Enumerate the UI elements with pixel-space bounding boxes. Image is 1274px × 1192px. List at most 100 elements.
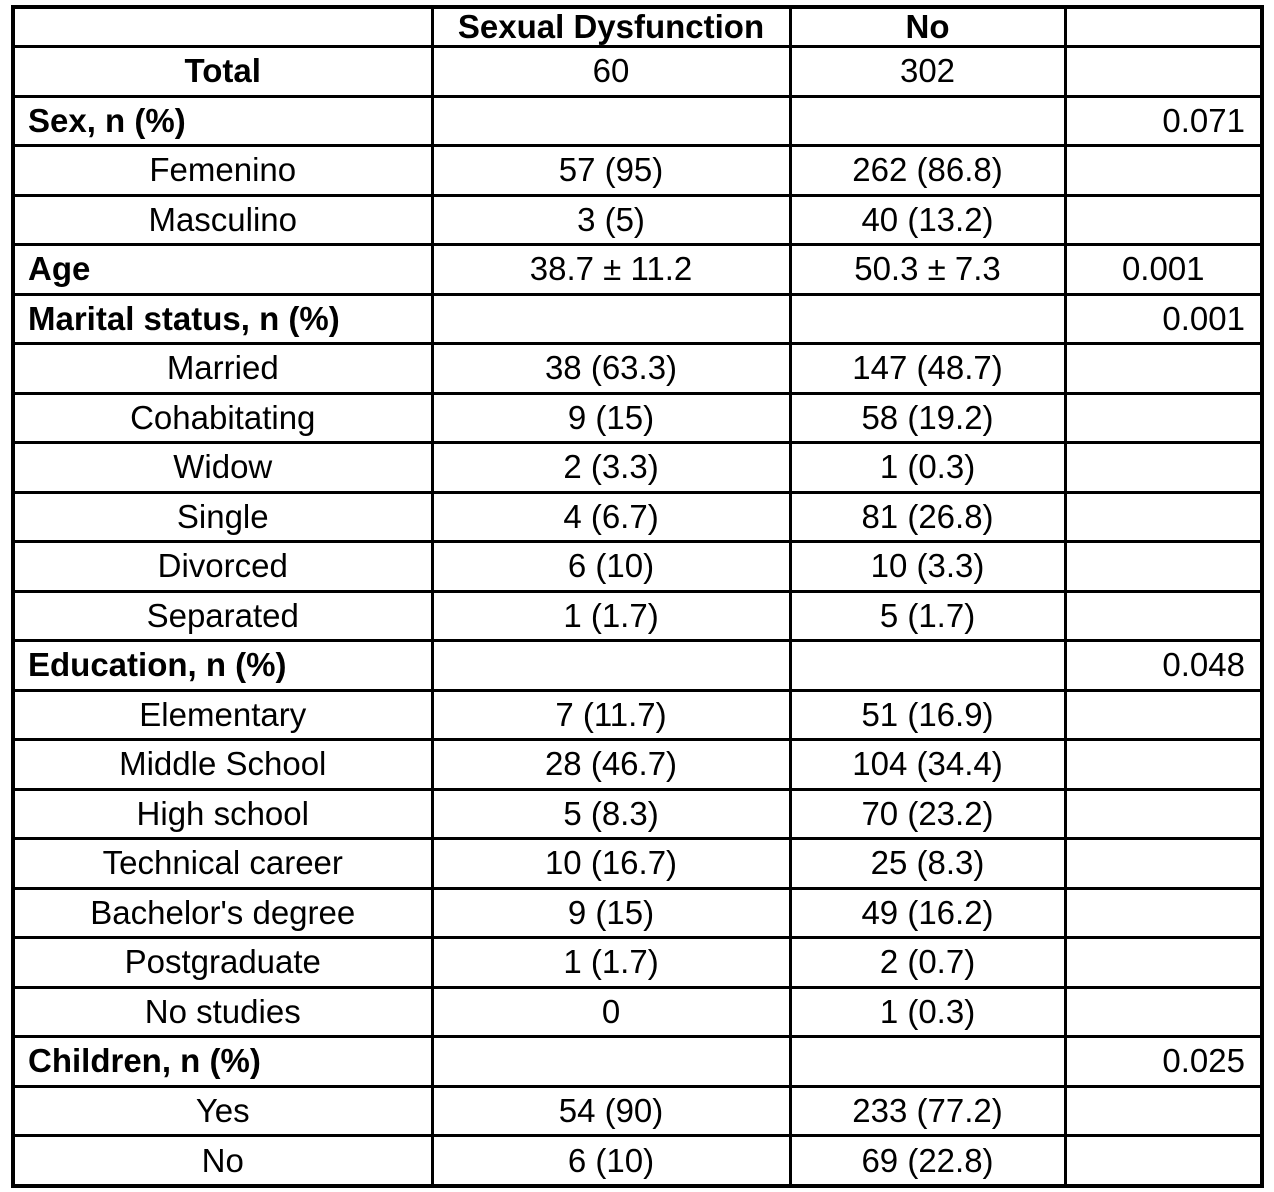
- row-label-cell: Age: [11, 243, 434, 296]
- no-group-cell: 40 (13.2): [788, 193, 1067, 247]
- row-label-cell: No studies: [11, 985, 434, 1039]
- pvalue-cell: [1063, 540, 1264, 593]
- table-row-single: Single 4 (6.7) 81 (26.8): [11, 490, 1264, 544]
- pvalue-cell: [1063, 45, 1264, 98]
- sexual-dysfunction-cell: [430, 94, 792, 148]
- pvalue-cell: [1063, 1134, 1264, 1188]
- pvalue-cell: [1063, 144, 1264, 197]
- row-label-cell: Cohabitating: [11, 391, 434, 445]
- table-row-yes: Yes 54 (90) 233 (77.2): [11, 1084, 1264, 1138]
- row-label-cell: Bachelor's degree: [11, 886, 434, 940]
- pvalue-cell: [1063, 985, 1264, 1039]
- no-group-cell: 104 (34.4): [788, 738, 1067, 791]
- no-group-cell: 51 (16.9): [788, 688, 1067, 742]
- pvalue-cell: [1063, 688, 1264, 742]
- pvalue-cell: 0.001: [1063, 292, 1264, 346]
- pvalue-cell: [1063, 738, 1264, 791]
- sexual-dysfunction-cell: 57 (95): [430, 144, 792, 197]
- sexual-dysfunction-cell: 9 (15): [430, 886, 792, 940]
- no-group-cell: [788, 292, 1067, 346]
- sexual-dysfunction-cell: 10 (16.7): [430, 837, 792, 890]
- pvalue-cell: [1063, 1084, 1264, 1138]
- sexual-dysfunction-cell: [430, 292, 792, 346]
- table-row-total: Total 60 302: [11, 45, 1264, 98]
- sexual-dysfunction-cell: 54 (90): [430, 1084, 792, 1138]
- table-row-children-n: Children, n (%) 0.025: [11, 1035, 1264, 1088]
- header-row: Sexual Dysfunction No: [11, 5, 1264, 49]
- pvalue-cell: [1063, 441, 1264, 494]
- no-group-cell: 58 (19.2): [788, 391, 1067, 445]
- sexual-dysfunction-cell: 0: [430, 985, 792, 1039]
- no-group-cell: 10 (3.3): [788, 540, 1067, 593]
- table-row-education-n: Education, n (%) 0.048: [11, 639, 1264, 692]
- pvalue-cell: [1063, 886, 1264, 940]
- pvalue-cell: [1063, 787, 1264, 841]
- no-group-cell: 1 (0.3): [788, 441, 1067, 494]
- row-label-cell: Divorced: [11, 540, 434, 593]
- sexual-dysfunction-cell: 1 (1.7): [430, 936, 792, 989]
- demographics-table: Sexual Dysfunction No Total 60 302 Sex, …: [11, 5, 1264, 1188]
- sexual-dysfunction-cell: 60: [430, 45, 792, 98]
- no-group-cell: 2 (0.7): [788, 936, 1067, 989]
- sexual-dysfunction-cell: 3 (5): [430, 193, 792, 247]
- no-group-cell: 50.3 ± 7.3: [788, 243, 1067, 296]
- sexual-dysfunction-cell: 9 (15): [430, 391, 792, 445]
- no-group-cell: 81 (26.8): [788, 490, 1067, 544]
- no-group-cell: 147 (48.7): [788, 342, 1067, 395]
- row-label-cell: Masculino: [11, 193, 434, 247]
- no-group-cell: 233 (77.2): [788, 1084, 1067, 1138]
- row-label-cell: Separated: [11, 589, 434, 643]
- no-group-cell: 69 (22.8): [788, 1134, 1067, 1188]
- table-header: Sexual Dysfunction No: [11, 5, 1264, 49]
- pvalue-cell: [1063, 391, 1264, 445]
- no-group-cell: 5 (1.7): [788, 589, 1067, 643]
- sexual-dysfunction-cell: 38 (63.3): [430, 342, 792, 395]
- sexual-dysfunction-cell: 38.7 ± 11.2: [430, 243, 792, 296]
- table-row-sex-n: Sex, n (%) 0.071: [11, 94, 1264, 148]
- column-header-pvalue: [1063, 5, 1264, 49]
- no-group-cell: 49 (16.2): [788, 886, 1067, 940]
- table-row-divorced: Divorced 6 (10) 10 (3.3): [11, 540, 1264, 593]
- sexual-dysfunction-cell: [430, 1035, 792, 1088]
- sexual-dysfunction-cell: 6 (10): [430, 540, 792, 593]
- pvalue-cell: [1063, 837, 1264, 890]
- table-row-no-studies: No studies 0 1 (0.3): [11, 985, 1264, 1039]
- pvalue-cell: 0.071: [1063, 94, 1264, 148]
- sexual-dysfunction-cell: 6 (10): [430, 1134, 792, 1188]
- no-group-cell: [788, 639, 1067, 692]
- sexual-dysfunction-cell: [430, 639, 792, 692]
- table-row-cohabitating: Cohabitating 9 (15) 58 (19.2): [11, 391, 1264, 445]
- pvalue-cell: 0.048: [1063, 639, 1264, 692]
- no-group-cell: 1 (0.3): [788, 985, 1067, 1039]
- no-group-cell: 302: [788, 45, 1067, 98]
- sexual-dysfunction-cell: 1 (1.7): [430, 589, 792, 643]
- table-row-masculino: Masculino 3 (5) 40 (13.2): [11, 193, 1264, 247]
- column-header-sexual-dysfunction: Sexual Dysfunction: [430, 5, 792, 49]
- row-label-cell: Sex, n (%): [11, 94, 434, 148]
- pvalue-cell: 0.025: [1063, 1035, 1264, 1088]
- table-row-postgraduate: Postgraduate 1 (1.7) 2 (0.7): [11, 936, 1264, 989]
- row-label-cell: Total: [11, 45, 434, 98]
- no-group-cell: 25 (8.3): [788, 837, 1067, 890]
- row-label-cell: Postgraduate: [11, 936, 434, 989]
- row-label-cell: Technical career: [11, 837, 434, 890]
- pvalue-cell: [1063, 193, 1264, 247]
- table-row-separated: Separated 1 (1.7) 5 (1.7): [11, 589, 1264, 643]
- table-row-no: No 6 (10) 69 (22.8): [11, 1134, 1264, 1188]
- pvalue-cell: [1063, 490, 1264, 544]
- pvalue-cell: [1063, 936, 1264, 989]
- pvalue-cell: 0.001: [1063, 243, 1264, 296]
- row-label-cell: Middle School: [11, 738, 434, 791]
- table-row-bachelor-s-degree: Bachelor's degree 9 (15) 49 (16.2): [11, 886, 1264, 940]
- row-label-cell: No: [11, 1134, 434, 1188]
- table-row-high-school: High school 5 (8.3) 70 (23.2): [11, 787, 1264, 841]
- table-row-middle-school: Middle School 28 (46.7) 104 (34.4): [11, 738, 1264, 791]
- row-label-cell: Single: [11, 490, 434, 544]
- sexual-dysfunction-cell: 28 (46.7): [430, 738, 792, 791]
- table-body: Total 60 302 Sex, n (%) 0.071 Femenino 5…: [11, 45, 1264, 1188]
- row-label-cell: Education, n (%): [11, 639, 434, 692]
- row-label-cell: High school: [11, 787, 434, 841]
- row-label-cell: Marital status, n (%): [11, 292, 434, 346]
- row-label-cell: Yes: [11, 1084, 434, 1138]
